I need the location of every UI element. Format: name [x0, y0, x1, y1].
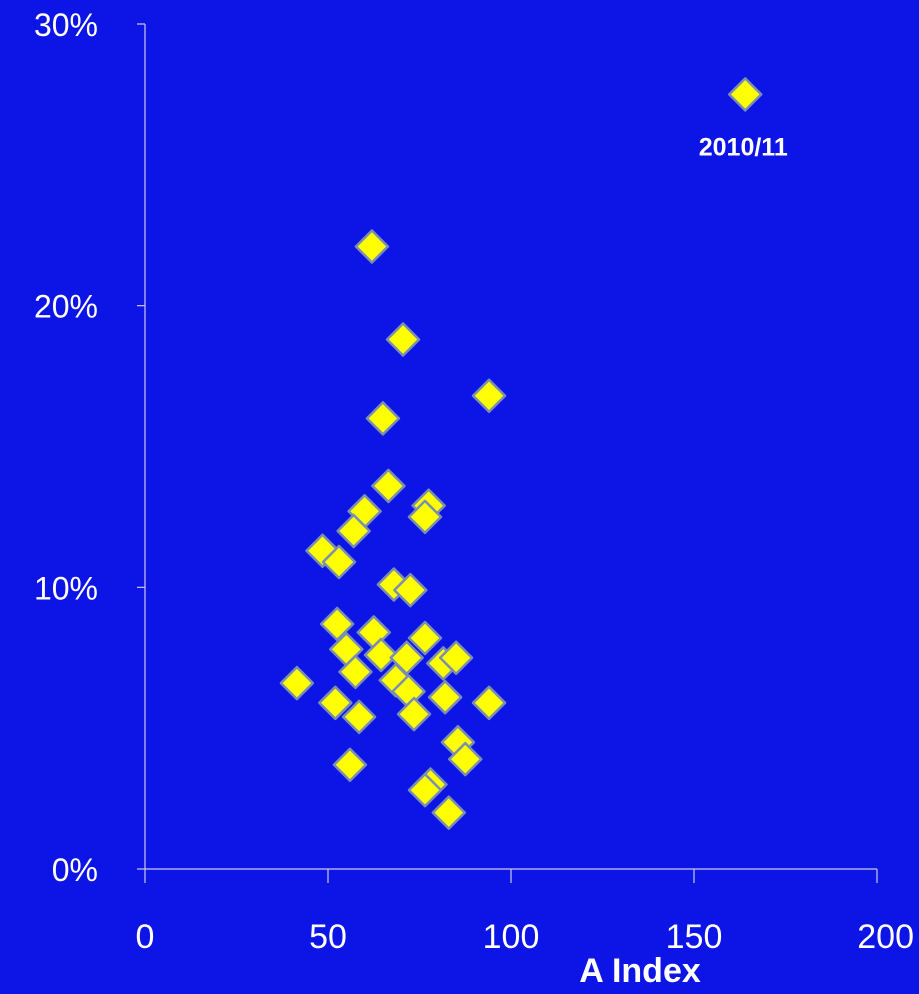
data-point [407, 772, 443, 808]
data-point [365, 401, 401, 436]
x-axis-title: A Index [579, 952, 701, 989]
data-point [354, 229, 390, 264]
axes [137, 23, 878, 883]
data-point [393, 572, 428, 608]
data-point [336, 513, 371, 549]
x-tick-label: 200 [857, 918, 914, 956]
data-point [321, 544, 357, 580]
data-point [727, 77, 763, 112]
data-point [371, 468, 406, 504]
data-point [318, 685, 353, 721]
data-point [341, 699, 377, 735]
data-points [279, 77, 763, 830]
x-tick-label: 0 [136, 918, 155, 956]
point-annotation: 2010/11 [699, 133, 788, 161]
data-point [407, 499, 443, 535]
y-tick-label: 0% [52, 852, 98, 888]
data-point [448, 741, 483, 777]
data-point [319, 606, 355, 642]
data-point [385, 322, 421, 357]
data-point [431, 795, 467, 830]
data-point [471, 378, 507, 414]
x-tick-label: 50 [309, 918, 347, 956]
x-tick-label: 100 [483, 918, 540, 956]
y-tick-label: 20% [34, 289, 98, 325]
data-point [438, 640, 474, 675]
data-point [279, 665, 315, 701]
data-point [363, 637, 399, 673]
data-point [396, 696, 432, 732]
data-point [332, 747, 368, 783]
data-point [407, 620, 443, 656]
data-point [471, 685, 507, 721]
y-tick-label: 30% [34, 7, 98, 43]
chart-labels: 0% 10% 20% 30% 0 50 100 150 200 A Index 2010/11 [34, 7, 914, 990]
data-point [305, 533, 340, 568]
y-tick-label: 10% [34, 570, 98, 606]
data-point [338, 654, 373, 690]
data-point [427, 679, 463, 715]
x-tick-label: 150 [666, 918, 723, 956]
